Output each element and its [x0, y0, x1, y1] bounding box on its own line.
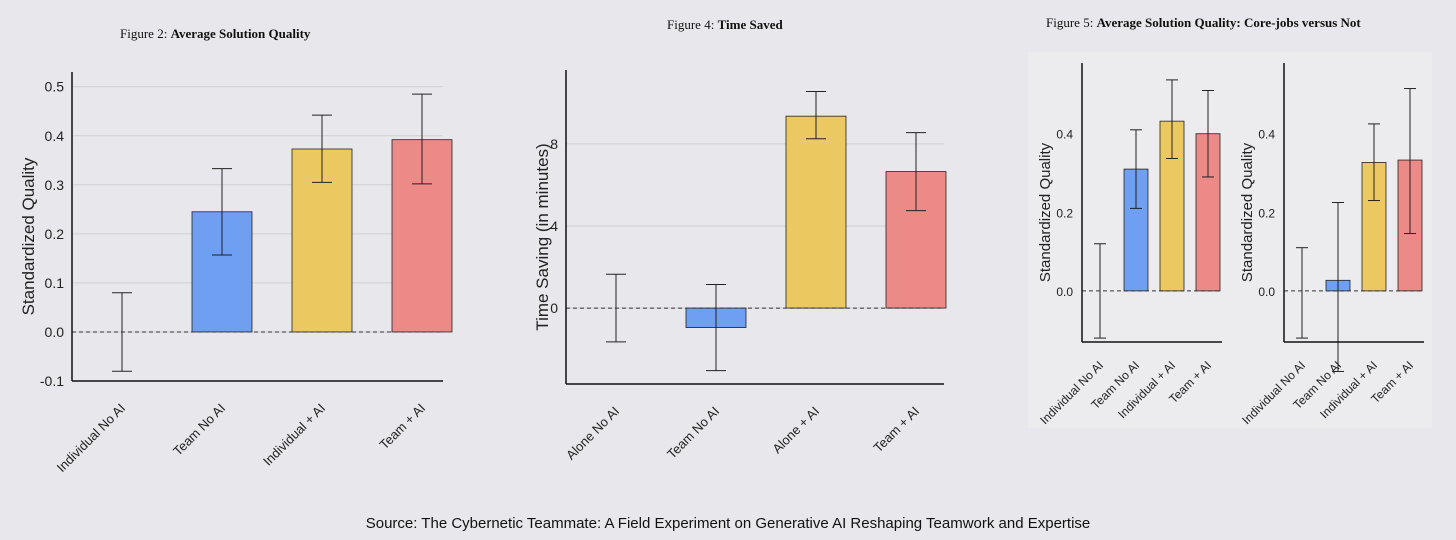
x-category-label: Individual + AI	[260, 401, 328, 469]
y-tick-label: 0.2	[45, 226, 65, 242]
y-axis-label: Standardized Quality	[19, 157, 38, 315]
y-axis-label: Standardized Quality	[1239, 142, 1256, 282]
x-category-label: Team + AI	[376, 401, 428, 453]
fig4-title: Figure 4: Time Saved	[667, 17, 783, 32]
y-tick-label: -0.1	[40, 373, 64, 389]
y-tick-label: 4	[550, 218, 558, 234]
y-tick-label: 0.0	[1258, 285, 1275, 299]
fig5-title: Figure 5: Average Solution Quality: Core…	[1046, 15, 1361, 30]
y-tick-label: 0.0	[1056, 285, 1073, 299]
y-tick-label: 0.2	[1056, 206, 1073, 220]
bar	[785, 115, 847, 309]
y-tick-label: 0	[550, 300, 558, 316]
fig2-title: Figure 2: Average Solution Quality	[120, 26, 311, 41]
y-tick-label: 8	[550, 136, 558, 152]
fig2-chart: -0.1 0.0 0.1 0.2 0.3 0.4 0.5 Standardized Quali…	[19, 72, 453, 475]
y-tick-label: 0.0	[45, 324, 65, 340]
y-tick-label: 0.1	[45, 275, 65, 291]
y-tick-label: 0.4	[1258, 128, 1275, 142]
source-caption: Source: The Cybernetic Teammate: A Field…	[365, 515, 1091, 532]
x-category-label: Individual No AI	[1037, 358, 1106, 427]
y-axis-label: Standardized Quality	[1037, 142, 1054, 282]
y-tick-label: 0.2	[1258, 206, 1275, 220]
x-category-label: Individual No AI	[54, 401, 128, 475]
x-category-label: Team + AI	[870, 404, 922, 456]
y-tick-label: 0.3	[45, 177, 65, 193]
x-category-label: Alone No AI	[563, 404, 622, 463]
x-category-label: Alone + AI	[769, 404, 822, 457]
y-tick-label: 0.4	[45, 128, 65, 144]
x-category-label: Individual No AI	[1239, 358, 1308, 427]
x-category-label: Team No AI	[664, 404, 722, 462]
y-tick-label: 0.5	[45, 79, 65, 95]
y-axis-label: Time Saving (in minutes)	[533, 143, 552, 330]
y-tick-label: 0.4	[1056, 128, 1073, 142]
x-category-label: Team No AI	[170, 401, 228, 459]
